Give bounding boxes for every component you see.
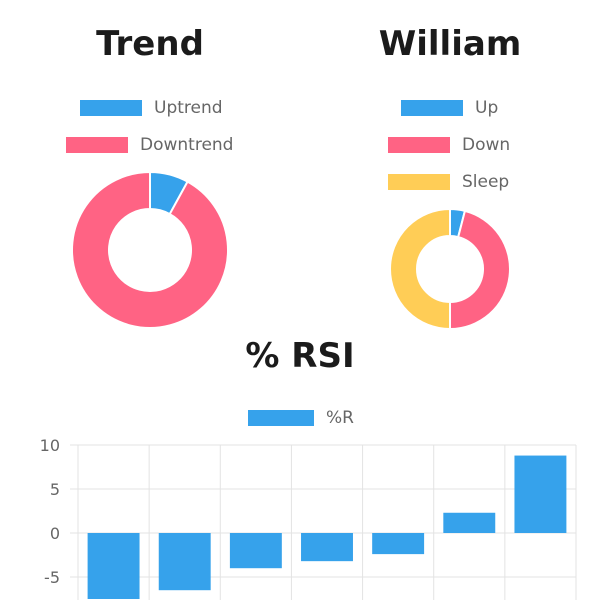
trend-chart-title: Trend [96, 24, 204, 64]
rsi-bar[interactable] [158, 533, 211, 591]
rsi-bar[interactable] [443, 512, 496, 533]
legend-swatch [401, 100, 463, 116]
william-legend-down[interactable]: Down [388, 135, 510, 155]
y-tick-label: -5 [44, 568, 60, 587]
rsi-bar[interactable] [229, 533, 282, 569]
rsi-bar[interactable] [372, 533, 425, 555]
y-tick-label: 5 [50, 480, 60, 499]
legend-label: Up [475, 98, 499, 118]
rsi-bar[interactable] [514, 455, 567, 533]
rsi-chart-title: % RSI [245, 336, 355, 376]
legend-swatch [388, 137, 450, 153]
legend-label: Down [462, 135, 511, 155]
william-doughnut-chart [389, 207, 511, 331]
doughnut-slice-downtrend[interactable] [71, 170, 229, 329]
legend-swatch [248, 410, 314, 426]
trend-legend-downtrend[interactable]: Downtrend [66, 135, 233, 155]
legend-label: %R [326, 408, 354, 428]
legend-label: Sleep [462, 172, 510, 192]
legend-label: Downtrend [140, 135, 234, 155]
legend-swatch [388, 174, 450, 190]
william-legend-up[interactable]: Up [401, 98, 498, 118]
doughnut-slice-sleep[interactable] [389, 207, 451, 331]
y-tick-label: 0 [50, 524, 60, 543]
rsi-bar[interactable] [87, 533, 140, 599]
trend-doughnut-chart [71, 170, 229, 329]
legend-label: Uptrend [154, 98, 223, 118]
rsi-bar[interactable] [301, 533, 353, 562]
william-chart-title: William [378, 24, 522, 64]
william-legend-sleep[interactable]: Sleep [388, 172, 509, 192]
y-tick-label: 10 [40, 436, 60, 455]
rsi-bar-chart: 10 5 0 -5 [40, 436, 577, 600]
legend-swatch [80, 100, 142, 116]
rsi-legend-r[interactable]: %R [248, 408, 354, 428]
legend-swatch [66, 137, 128, 153]
doughnut-slice-down[interactable] [449, 209, 511, 331]
trend-legend-uptrend[interactable]: Uptrend [80, 98, 223, 118]
